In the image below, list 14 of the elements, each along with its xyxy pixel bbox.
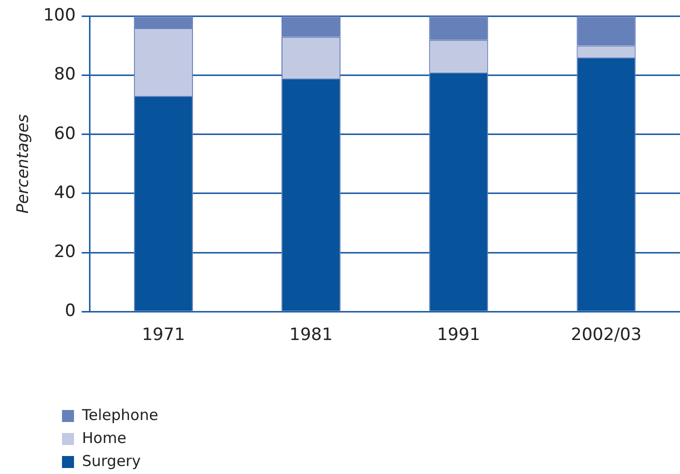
y-tick-label: 0 [64, 301, 76, 322]
y-tick-label: 40 [54, 182, 76, 203]
x-tick-label: 1991 [436, 325, 480, 346]
x-tick-label: 1971 [142, 325, 186, 346]
legend-label: Home [82, 428, 126, 449]
legend-label: Telephone [82, 405, 158, 426]
x-tick-label: 1981 [289, 325, 333, 346]
y-tick-label: 80 [54, 64, 76, 85]
y-tick-label: 100 [43, 6, 76, 26]
y-tick-label: 20 [54, 242, 76, 262]
legend-label: Surgery [82, 451, 141, 472]
y-tick-label: 60 [54, 124, 76, 144]
y-axis-title: Percentages [12, 114, 32, 214]
x-tick-label: 2002/03 [570, 325, 642, 346]
